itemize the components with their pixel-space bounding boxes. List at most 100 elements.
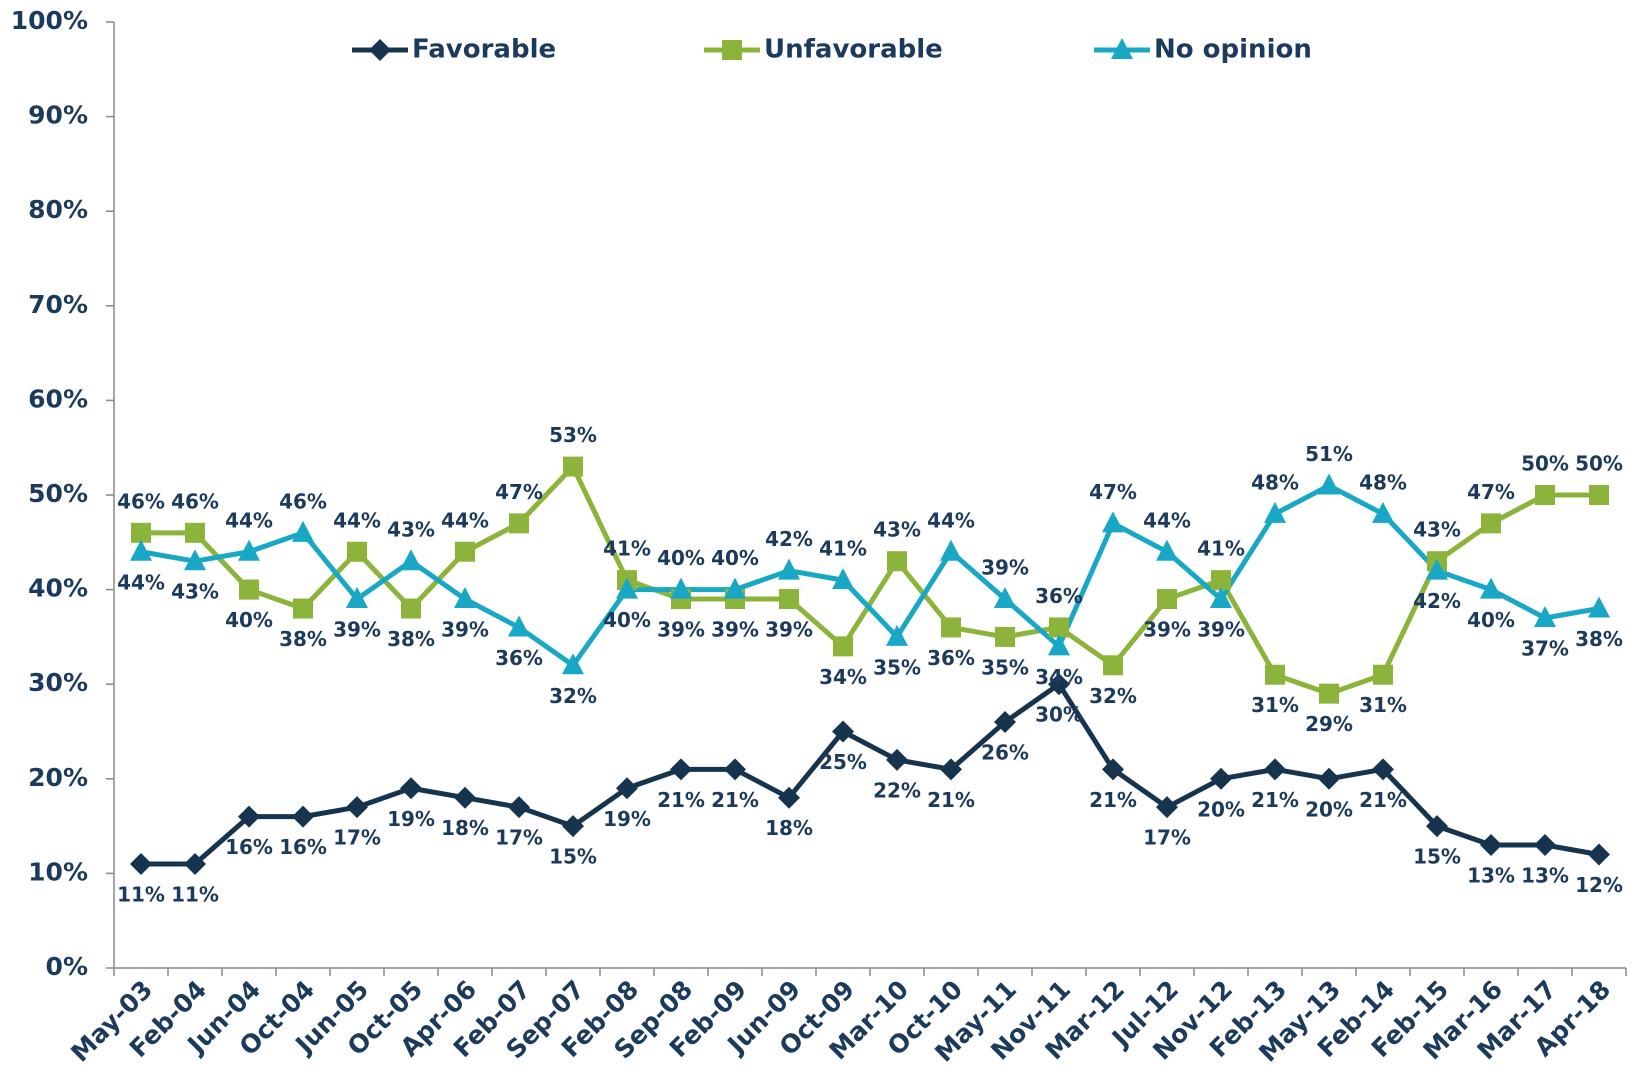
data-label: 48% bbox=[1359, 470, 1407, 494]
data-label: 43% bbox=[1413, 518, 1461, 542]
marker bbox=[778, 558, 800, 580]
data-label: 21% bbox=[927, 788, 975, 812]
data-label: 41% bbox=[819, 537, 867, 561]
marker bbox=[238, 539, 260, 561]
data-label: 42% bbox=[765, 527, 813, 551]
marker bbox=[724, 577, 746, 599]
marker bbox=[1481, 513, 1501, 534]
data-label: 29% bbox=[1305, 712, 1353, 736]
marker bbox=[995, 626, 1015, 647]
marker bbox=[1426, 558, 1448, 580]
marker bbox=[184, 549, 206, 571]
data-label: 40% bbox=[225, 608, 273, 632]
data-label: 40% bbox=[711, 546, 759, 570]
data-label: 47% bbox=[495, 480, 543, 504]
data-label: 18% bbox=[441, 816, 489, 840]
data-label: 16% bbox=[279, 835, 327, 859]
data-label: 30% bbox=[1035, 703, 1083, 727]
marker bbox=[1426, 815, 1448, 838]
marker bbox=[1049, 617, 1069, 638]
marker bbox=[1211, 570, 1231, 591]
data-label: 21% bbox=[1089, 788, 1137, 812]
data-label: 46% bbox=[117, 489, 165, 513]
marker bbox=[184, 852, 206, 875]
data-label: 17% bbox=[1143, 826, 1191, 850]
series-line bbox=[140, 483, 1600, 668]
marker bbox=[1534, 834, 1556, 857]
marker bbox=[562, 815, 584, 838]
data-label: 41% bbox=[1197, 537, 1245, 561]
data-label: 41% bbox=[603, 537, 651, 561]
series-line bbox=[141, 464, 1599, 697]
data-label: 43% bbox=[387, 518, 435, 542]
data-label: 38% bbox=[387, 627, 435, 651]
marker bbox=[562, 653, 584, 675]
data-label: 35% bbox=[981, 655, 1029, 679]
data-label: 39% bbox=[981, 556, 1029, 580]
data-label: 22% bbox=[873, 778, 921, 802]
marker bbox=[401, 598, 421, 619]
data-label: 17% bbox=[495, 826, 543, 850]
data-label: 15% bbox=[549, 845, 597, 869]
data-label: 47% bbox=[1467, 480, 1515, 504]
data-label: 37% bbox=[1521, 636, 1569, 660]
data-label: 20% bbox=[1197, 797, 1245, 821]
marker bbox=[292, 805, 314, 828]
legend-label: No opinion bbox=[1154, 35, 1312, 65]
marker bbox=[1156, 796, 1178, 819]
marker bbox=[670, 758, 692, 781]
marker bbox=[130, 852, 152, 875]
marker bbox=[454, 587, 476, 609]
marker bbox=[1318, 473, 1340, 495]
data-label: 39% bbox=[441, 618, 489, 642]
marker bbox=[832, 568, 854, 590]
marker bbox=[238, 805, 260, 828]
marker bbox=[886, 748, 908, 771]
marker bbox=[1103, 655, 1123, 676]
legend-marker bbox=[369, 39, 391, 61]
marker bbox=[130, 539, 152, 561]
marker bbox=[886, 624, 908, 646]
marker bbox=[1102, 758, 1124, 781]
marker bbox=[1372, 758, 1394, 781]
marker bbox=[724, 758, 746, 781]
data-label: 40% bbox=[603, 608, 651, 632]
marker bbox=[833, 636, 853, 657]
data-label: 18% bbox=[765, 816, 813, 840]
data-label: 19% bbox=[603, 807, 651, 831]
data-label: 50% bbox=[1521, 452, 1569, 476]
data-label: 38% bbox=[1575, 627, 1623, 651]
marker bbox=[1373, 664, 1393, 685]
marker bbox=[347, 541, 367, 562]
data-label: 40% bbox=[1467, 608, 1515, 632]
marker bbox=[1210, 587, 1232, 609]
marker bbox=[1372, 501, 1394, 523]
y-tick-label: 0% bbox=[46, 952, 88, 981]
data-label: 36% bbox=[927, 646, 975, 670]
data-label: 34% bbox=[1035, 665, 1083, 689]
data-label: 19% bbox=[387, 807, 435, 831]
marker bbox=[1589, 485, 1609, 505]
data-label: 17% bbox=[333, 826, 381, 850]
data-label: 44% bbox=[441, 508, 489, 532]
marker bbox=[1588, 843, 1610, 866]
data-label: 42% bbox=[1413, 589, 1461, 613]
marker bbox=[563, 456, 583, 477]
data-label: 20% bbox=[1305, 797, 1353, 821]
legend-marker bbox=[1111, 38, 1133, 59]
marker bbox=[131, 522, 151, 543]
y-tick-label: 70% bbox=[28, 290, 88, 319]
marker bbox=[508, 796, 530, 819]
data-label: 43% bbox=[171, 580, 219, 604]
data-label: 11% bbox=[117, 882, 165, 906]
y-tick-label: 100% bbox=[11, 6, 88, 35]
marker bbox=[1048, 634, 1070, 656]
marker bbox=[239, 579, 259, 600]
marker bbox=[400, 549, 422, 571]
data-label: 50% bbox=[1575, 452, 1623, 476]
data-label: 44% bbox=[117, 570, 165, 594]
data-label: 53% bbox=[549, 423, 597, 447]
legend-label: Unfavorable bbox=[764, 35, 943, 65]
y-tick-label: 90% bbox=[28, 101, 88, 130]
